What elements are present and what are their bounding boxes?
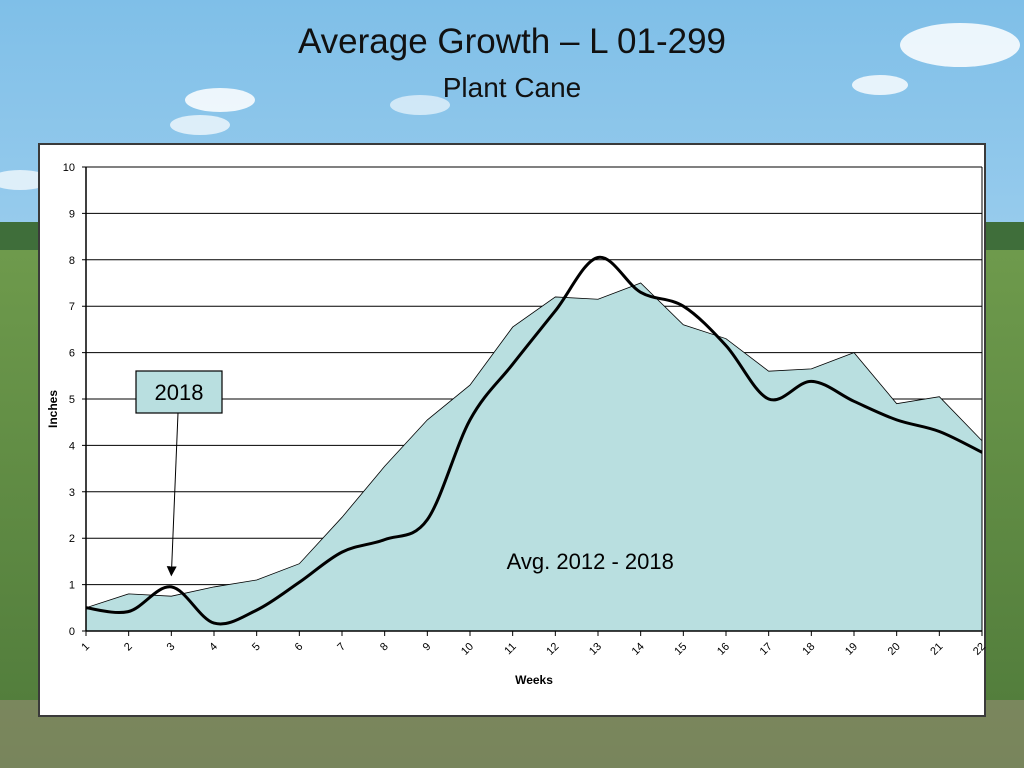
annotation-avg-label: Avg. 2012 - 2018 — [507, 549, 674, 574]
y-axis-title: Inches — [46, 390, 60, 428]
y-tick-label-1: 1 — [69, 580, 75, 592]
y-tick-label-2: 2 — [69, 533, 75, 545]
x-tick-label-14: 14 — [630, 641, 647, 658]
y-tick-label-9: 9 — [69, 208, 75, 220]
x-tick-label-21: 21 — [928, 641, 945, 658]
y-tick-label-0: 0 — [69, 626, 75, 638]
x-tick-label-3: 3 — [165, 641, 178, 654]
x-tick-label-2: 2 — [122, 641, 135, 654]
chart-title: Average Growth – L 01-299 — [297, 22, 727, 61]
annotation-2018-arrow — [166, 412, 179, 577]
annotation-2018-box — [135, 370, 223, 414]
x-tick-label-15: 15 — [672, 641, 689, 658]
x-tick-label-17: 17 — [758, 641, 775, 658]
y-tick-label-10: 10 — [63, 162, 75, 174]
x-tick-label-9: 9 — [421, 641, 434, 654]
series-area-avg-2012-2018 — [85, 282, 983, 632]
x-tick-label-4: 4 — [207, 641, 220, 654]
x-axis-title: Weeks — [515, 673, 553, 687]
x-tick-label-1: 1 — [79, 641, 92, 654]
y-tick-label-6: 6 — [69, 348, 75, 360]
y-tick-label-7: 7 — [69, 301, 75, 313]
x-tick-label-20: 20 — [886, 641, 903, 658]
y-tick-label-8: 8 — [69, 255, 75, 267]
x-tick-label-8: 8 — [378, 641, 391, 654]
annotation-2018-label: 2018 — [155, 380, 204, 405]
x-tick-label-7: 7 — [335, 641, 348, 654]
x-tick-label-11: 11 — [502, 641, 519, 658]
x-tick-label-18: 18 — [800, 641, 817, 658]
x-tick-label-13: 13 — [587, 641, 604, 658]
y-tick-label-5: 5 — [69, 394, 75, 406]
x-tick-label-5: 5 — [250, 641, 263, 654]
chart-subtitle: Plant Cane — [442, 72, 582, 103]
x-tick-label-16: 16 — [715, 641, 732, 658]
series-line-2018 — [85, 255, 983, 626]
x-tick-label-6: 6 — [293, 641, 306, 654]
x-tick-label-22: 22 — [971, 641, 986, 658]
x-tick-label-12: 12 — [544, 641, 561, 658]
y-tick-label-4: 4 — [69, 440, 75, 452]
x-tick-label-19: 19 — [843, 641, 860, 658]
y-tick-label-3: 3 — [69, 487, 75, 499]
x-tick-label-10: 10 — [459, 641, 476, 658]
